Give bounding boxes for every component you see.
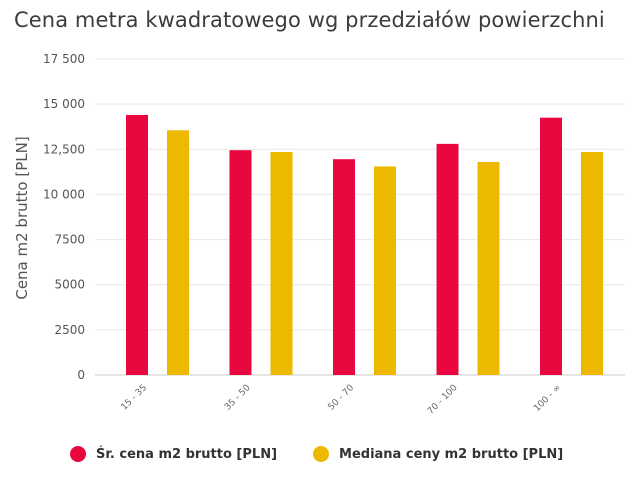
y-tick-label: 10 000: [43, 187, 85, 201]
legend-item-median: Mediana ceny m2 brutto [PLN]: [313, 446, 563, 462]
x-tick-labels: 15 - 35 35 - 50 50 - 70 70 - 100 100 - ∞: [120, 383, 564, 417]
bar-avg: [126, 114, 148, 375]
x-tick-label: 50 - 70: [327, 383, 357, 413]
y-tick-label: 5000: [54, 278, 85, 292]
x-tick-label: 100 - ∞: [532, 383, 563, 414]
y-tick-label: 12,500: [43, 142, 85, 156]
chart-title: Cena metra kwadratowego wg przedziałów p…: [14, 8, 605, 32]
y-tick-label: 2500: [54, 323, 85, 337]
legend: Śr. cena m2 brutto [PLN] Mediana ceny m2…: [70, 446, 563, 462]
bar-median: [374, 166, 396, 375]
bar-median: [581, 151, 603, 375]
bar-avg: [229, 150, 252, 375]
legend-item-avg: Śr. cena m2 brutto [PLN]: [70, 446, 277, 462]
y-tick-label: 7500: [54, 233, 85, 247]
y-tick-label: 17 500: [43, 52, 85, 66]
legend-label-avg: Śr. cena m2 brutto [PLN]: [96, 446, 278, 462]
legend-label-median: Mediana ceny m2 brutto [PLN]: [339, 446, 564, 462]
bar-avg: [540, 117, 562, 375]
y-tick-label: 0: [77, 368, 85, 382]
bar-chart: 0 2500 5000 7500 10 000 12,500 15 000 17 500 15…: [13, 52, 625, 417]
x-tick-label: 35 - 50: [223, 383, 253, 413]
bar-avg: [436, 143, 459, 375]
y-axis-label: Cena m2 brutto [PLN]: [13, 136, 31, 299]
legend-swatch-median: [313, 446, 330, 462]
x-tick-label: 70 - 100: [426, 383, 460, 417]
y-tick-labels: 0 2500 5000 7500 10 000 12,500 15 000 17 500: [43, 52, 85, 382]
bars: [126, 114, 603, 375]
bar-median: [270, 151, 293, 375]
bar-median: [477, 161, 500, 375]
x-tick-label: 15 - 35: [120, 383, 150, 413]
y-tick-label: 15 000: [43, 97, 85, 111]
legend-swatch-avg: [70, 446, 86, 462]
bar-median: [167, 130, 189, 375]
bar-avg: [333, 159, 355, 375]
